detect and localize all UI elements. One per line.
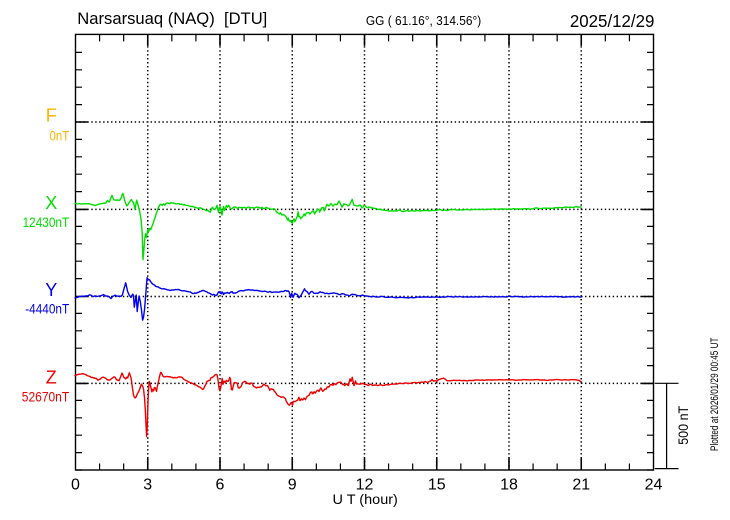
svg-text:Z: Z <box>46 367 57 387</box>
svg-text:15: 15 <box>428 477 446 494</box>
svg-text:12: 12 <box>356 477 374 494</box>
svg-text:X: X <box>45 193 57 213</box>
svg-text:21: 21 <box>572 477 590 494</box>
svg-text:F: F <box>46 106 57 126</box>
svg-text:9: 9 <box>288 477 297 494</box>
svg-text:GG ( 61.16°, 314.56°): GG ( 61.16°, 314.56°) <box>366 13 481 28</box>
svg-text:52670nT: 52670nT <box>22 389 69 404</box>
svg-text:Plotted at 2026/01/29 00:45 UT: Plotted at 2026/01/29 00:45 UT <box>709 337 721 451</box>
svg-text:U T (hour): U T (hour) <box>333 491 398 507</box>
svg-text:500 nT: 500 nT <box>675 405 691 444</box>
svg-text:12430nT: 12430nT <box>23 215 70 230</box>
svg-text:24: 24 <box>645 477 663 494</box>
svg-text:Y: Y <box>45 280 57 300</box>
svg-text:0nT: 0nT <box>50 128 70 143</box>
svg-text:Narsarsuaq (NAQ) [DTU]: Narsarsuaq (NAQ) [DTU] <box>77 9 267 28</box>
svg-text:6: 6 <box>216 477 225 494</box>
svg-text:2025/12/29: 2025/12/29 <box>570 11 655 31</box>
svg-text:18: 18 <box>500 477 518 494</box>
svg-text:-4440nT: -4440nT <box>25 302 69 317</box>
svg-text:3: 3 <box>143 477 152 494</box>
svg-text:0: 0 <box>71 477 80 494</box>
